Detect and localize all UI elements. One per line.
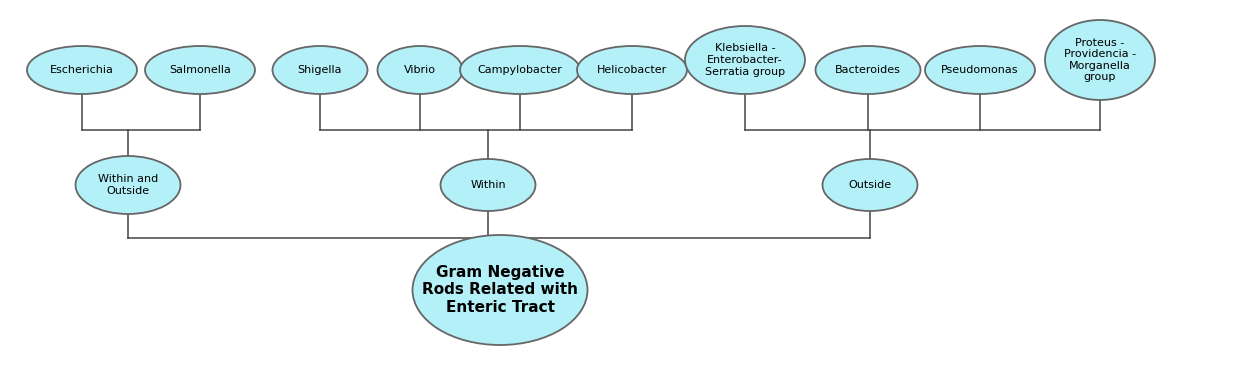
Text: Within and
Outside: Within and Outside	[97, 174, 158, 196]
Text: Shigella: Shigella	[298, 65, 342, 75]
Ellipse shape	[413, 235, 587, 345]
Ellipse shape	[823, 159, 918, 211]
Ellipse shape	[577, 46, 687, 94]
Ellipse shape	[145, 46, 254, 94]
Ellipse shape	[27, 46, 137, 94]
Ellipse shape	[76, 156, 181, 214]
Text: Gram Negative
Rods Related with
Enteric Tract: Gram Negative Rods Related with Enteric …	[421, 265, 579, 315]
Text: Vibrio: Vibrio	[404, 65, 436, 75]
Text: Campylobacter: Campylobacter	[478, 65, 562, 75]
Text: Within: Within	[470, 180, 506, 190]
Text: Pseudomonas: Pseudomonas	[941, 65, 1019, 75]
Text: Bacteroides: Bacteroides	[835, 65, 900, 75]
Ellipse shape	[925, 46, 1035, 94]
Ellipse shape	[440, 159, 535, 211]
Text: Salmonella: Salmonella	[170, 65, 231, 75]
Text: Proteus -
Providencia -
Morganella
group: Proteus - Providencia - Morganella group	[1064, 38, 1136, 82]
Ellipse shape	[816, 46, 920, 94]
Text: Klebsiella -
Enterobacter-
Serratia group: Klebsiella - Enterobacter- Serratia grou…	[705, 44, 786, 76]
Text: Helicobacter: Helicobacter	[597, 65, 667, 75]
Ellipse shape	[685, 26, 806, 94]
Ellipse shape	[460, 46, 580, 94]
Text: Escherichia: Escherichia	[50, 65, 113, 75]
Ellipse shape	[273, 46, 368, 94]
Ellipse shape	[1045, 20, 1155, 100]
Text: Outside: Outside	[848, 180, 892, 190]
Ellipse shape	[378, 46, 463, 94]
